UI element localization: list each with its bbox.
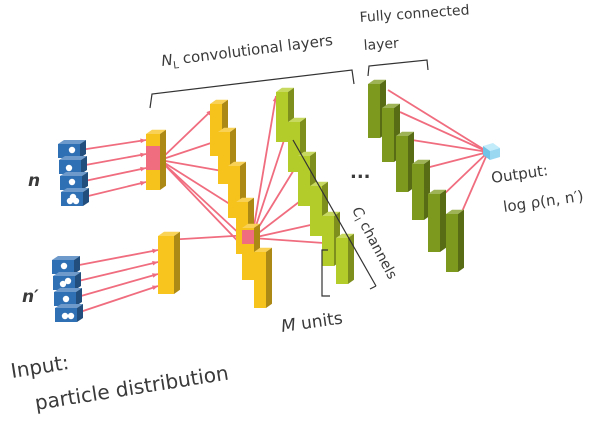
connection-line: [399, 111, 489, 153]
connection-line: [251, 127, 289, 239]
input-particle-blocks: [52, 140, 89, 322]
fc-column: [412, 159, 430, 220]
output-label-line1: Output:: [490, 161, 549, 187]
arrow-head: [140, 138, 146, 144]
connection-line: [73, 273, 159, 299]
input-site: [54, 288, 82, 306]
channels-label: Cl channels: [347, 204, 400, 283]
particle-icon: [59, 280, 67, 288]
connection-line: [79, 139, 147, 151]
arrow-head: [140, 181, 146, 186]
arrow-head: [152, 248, 158, 254]
connection-line: [79, 181, 147, 199]
input-site: [60, 172, 88, 190]
connection-line: [79, 153, 147, 167]
particle-icon: [69, 193, 77, 201]
arrow-head: [140, 166, 146, 172]
connection-line: [159, 159, 229, 173]
connection-line: [159, 159, 237, 209]
fc-column: [382, 103, 400, 162]
output-node: [483, 143, 500, 160]
connection-line: [159, 109, 213, 161]
particle-icon: [64, 277, 72, 285]
connection-line: [411, 139, 489, 153]
fc-column: [428, 189, 446, 252]
arrow-head: [152, 273, 158, 278]
conv-layers-text: convolutional layers: [177, 31, 334, 68]
input-caption-line1: Input:: [9, 350, 71, 383]
active-unit-highlight: [146, 146, 160, 170]
input-site: [52, 256, 80, 274]
channels-subscript: l: [351, 217, 361, 224]
conv-layers-N: N: [160, 51, 173, 70]
arrow-head: [140, 152, 146, 158]
connection-line: [159, 159, 245, 239]
input-site: [61, 188, 89, 206]
layer-columns: [146, 79, 464, 308]
input-n-sites: [58, 140, 89, 206]
conv0-column-nprime: [158, 231, 180, 294]
conv2-column: [336, 233, 354, 284]
particle-icon: [68, 178, 76, 186]
input-nprime-label: n′: [22, 287, 39, 307]
particle-icon: [62, 295, 70, 303]
bracket-channels: [292, 139, 377, 290]
conv-layers-subscript: L: [173, 60, 180, 72]
input-n-label: n: [28, 171, 40, 191]
input-site: [55, 304, 83, 322]
particle-icon: [65, 164, 73, 172]
arrow-head: [152, 285, 158, 290]
connection-line: [73, 249, 159, 267]
connection-line: [73, 285, 159, 315]
units-text: units: [294, 309, 344, 335]
bracket-conv-layers: [149, 69, 355, 109]
units-M: M: [280, 315, 298, 337]
connection-line: [73, 261, 159, 283]
fully-connected-label-line2: layer: [363, 36, 399, 54]
conv-layers-label: NL convolutional layers: [160, 31, 334, 73]
arrow-head: [152, 261, 158, 266]
input-site: [53, 272, 81, 290]
particle-icon: [60, 262, 68, 270]
input-site: [59, 156, 87, 174]
input-site: [58, 140, 86, 158]
input-nprime-sites: [52, 256, 83, 322]
particle-icon: [67, 312, 75, 320]
particle-icon: [68, 146, 76, 154]
connection-line: [251, 95, 277, 239]
conv1-column: [254, 247, 272, 308]
units-label: M units: [280, 309, 344, 337]
connection-line: [387, 89, 489, 153]
bracket-units: [321, 249, 330, 297]
ellipsis: ...: [350, 162, 371, 183]
connection-line: [79, 167, 147, 183]
connection-line: [439, 151, 489, 199]
particle-icon: [61, 312, 69, 320]
output-label-line2: log ρ(n, n′): [502, 187, 585, 216]
fc-column: [446, 209, 464, 272]
channels-text: channels: [354, 215, 400, 282]
fc-column: [396, 131, 414, 192]
bracket-fully-connected: [367, 59, 429, 77]
active-unit-highlight: [242, 230, 254, 244]
fully-connected-label-line1: Fully connected: [359, 2, 470, 26]
connection-line: [425, 151, 489, 169]
